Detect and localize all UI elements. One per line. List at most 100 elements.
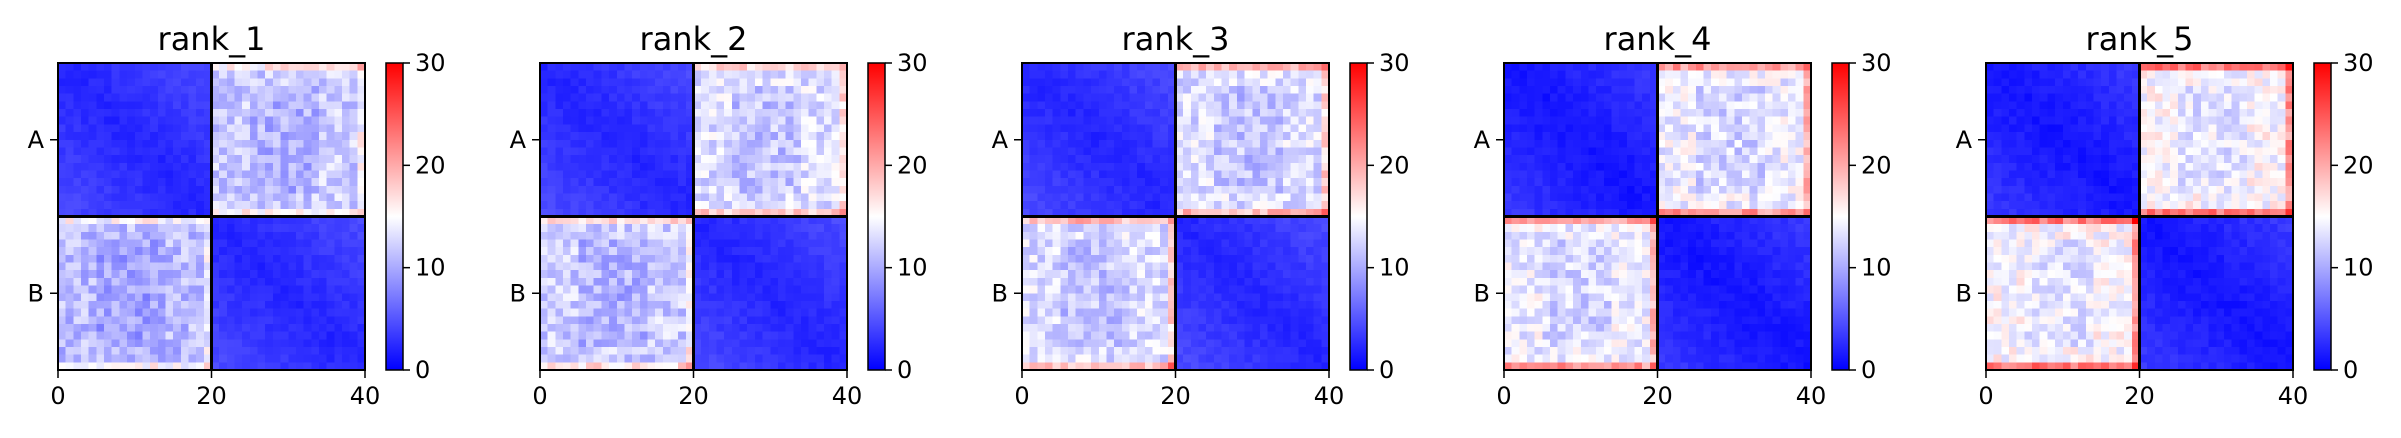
heatmap-cell — [134, 323, 144, 333]
heatmap-cell — [547, 262, 556, 271]
heatmap-cell — [242, 162, 251, 172]
heatmap-cell — [777, 231, 787, 241]
heatmap-cell — [693, 116, 702, 125]
heatmap-cell — [349, 201, 358, 210]
heatmap-cell — [586, 86, 595, 95]
heatmap-cell — [1075, 86, 1084, 95]
heatmap-cell — [1083, 339, 1092, 348]
heatmap-cell — [800, 101, 810, 110]
heatmap-cell — [165, 277, 174, 287]
heatmap-cell — [127, 116, 136, 125]
heatmap-cell — [1221, 254, 1230, 264]
heatmap-cell — [1282, 354, 1292, 363]
heatmap-cell — [1022, 224, 1031, 233]
heatmap-cell — [1114, 231, 1123, 241]
heatmap-cell — [226, 78, 236, 87]
heatmap-cell — [1060, 300, 1069, 310]
heatmap-cell — [1068, 124, 1077, 133]
heatmap-cell — [731, 147, 741, 156]
heatmap-cell — [326, 201, 335, 210]
heatmap-cell — [249, 254, 259, 264]
heatmap-cell — [1198, 178, 1207, 187]
heatmap-cell — [211, 201, 220, 210]
heatmap-cell — [1144, 331, 1154, 340]
heatmap-cell — [747, 277, 756, 287]
heatmap-cell — [739, 308, 748, 317]
heatmap-cell — [739, 93, 748, 102]
heatmap-cell — [701, 93, 710, 102]
heatmap-cell — [1052, 323, 1061, 333]
heatmap-cell — [555, 139, 564, 149]
heatmap-cell — [1183, 239, 1192, 248]
heatmap-cell — [288, 262, 297, 271]
heatmap-cell — [280, 316, 289, 325]
heatmap-cell — [609, 254, 618, 264]
heatmap-cell — [1167, 323, 1177, 333]
heatmap-cell — [111, 155, 120, 164]
heatmap-cell — [762, 224, 771, 233]
heatmap-cell — [586, 216, 595, 225]
heatmap-cell — [334, 270, 343, 279]
heatmap-cell — [1198, 346, 1207, 356]
heatmap-cell — [81, 224, 90, 233]
heatmap-cell — [701, 132, 710, 141]
heatmap-cell — [1221, 86, 1230, 95]
heatmap-cell — [808, 147, 817, 156]
heatmap-cell — [1175, 339, 1184, 348]
heatmap-cell — [831, 270, 840, 279]
heatmap-cell — [96, 155, 105, 164]
heatmap-cell — [1045, 254, 1054, 264]
heatmap-cell — [678, 308, 687, 317]
heatmap-cell — [785, 70, 794, 79]
heatmap-cell — [1052, 155, 1061, 164]
heatmap-cell — [1757, 63, 1766, 72]
heatmap-cell — [1252, 339, 1261, 348]
heatmap-cell — [1236, 285, 1246, 294]
heatmap-cell — [134, 293, 144, 302]
heatmap-cell — [1221, 124, 1230, 133]
heatmap-cell — [724, 254, 733, 264]
heatmap-cell — [747, 316, 756, 325]
heatmap-cell — [1534, 70, 1543, 79]
heatmap-cell — [1029, 147, 1038, 156]
heatmap-cell — [739, 277, 748, 287]
heatmap-cell — [1144, 124, 1154, 133]
heatmap-cell — [1160, 362, 1169, 371]
heatmap-cell — [1060, 70, 1069, 79]
heatmap-cell — [211, 208, 220, 218]
heatmap-cell — [1267, 285, 1276, 294]
heatmap-cell — [1649, 70, 1659, 79]
heatmap-cell — [1221, 270, 1230, 279]
heatmap-cell — [249, 277, 259, 287]
heatmap-cell — [65, 178, 74, 187]
heatmap-cell — [739, 316, 748, 325]
heatmap-cell — [800, 277, 810, 287]
heatmap-cell — [234, 101, 243, 110]
heatmap-cell — [111, 354, 120, 363]
heatmap-cell — [1183, 101, 1192, 110]
heatmap-cell — [823, 139, 833, 149]
heatmap-cell — [303, 124, 312, 133]
heatmap-cell — [188, 224, 197, 233]
heatmap-cell — [257, 147, 266, 156]
heatmap-cell — [563, 63, 572, 72]
heatmap-cell — [1045, 362, 1054, 371]
heatmap-cell — [540, 139, 549, 149]
heatmap-cell — [211, 293, 220, 302]
heatmap-cell — [731, 178, 741, 187]
heatmap-cell — [754, 139, 764, 149]
heatmap-cell — [196, 116, 205, 125]
heatmap-cell — [334, 231, 343, 241]
heatmap-cell — [272, 262, 282, 271]
heatmap-cell — [1229, 346, 1238, 356]
heatmap-cell — [58, 93, 67, 102]
heatmap-cell — [593, 70, 603, 79]
heatmap-cell — [196, 362, 205, 371]
heatmap-cell — [1160, 316, 1169, 325]
heatmap-cell — [1229, 93, 1238, 102]
heatmap-cell — [1045, 132, 1054, 141]
heatmap-cell — [1221, 63, 1230, 72]
heatmap-cell — [678, 86, 687, 95]
heatmap-cell — [334, 216, 343, 225]
heatmap-cell — [793, 331, 802, 340]
